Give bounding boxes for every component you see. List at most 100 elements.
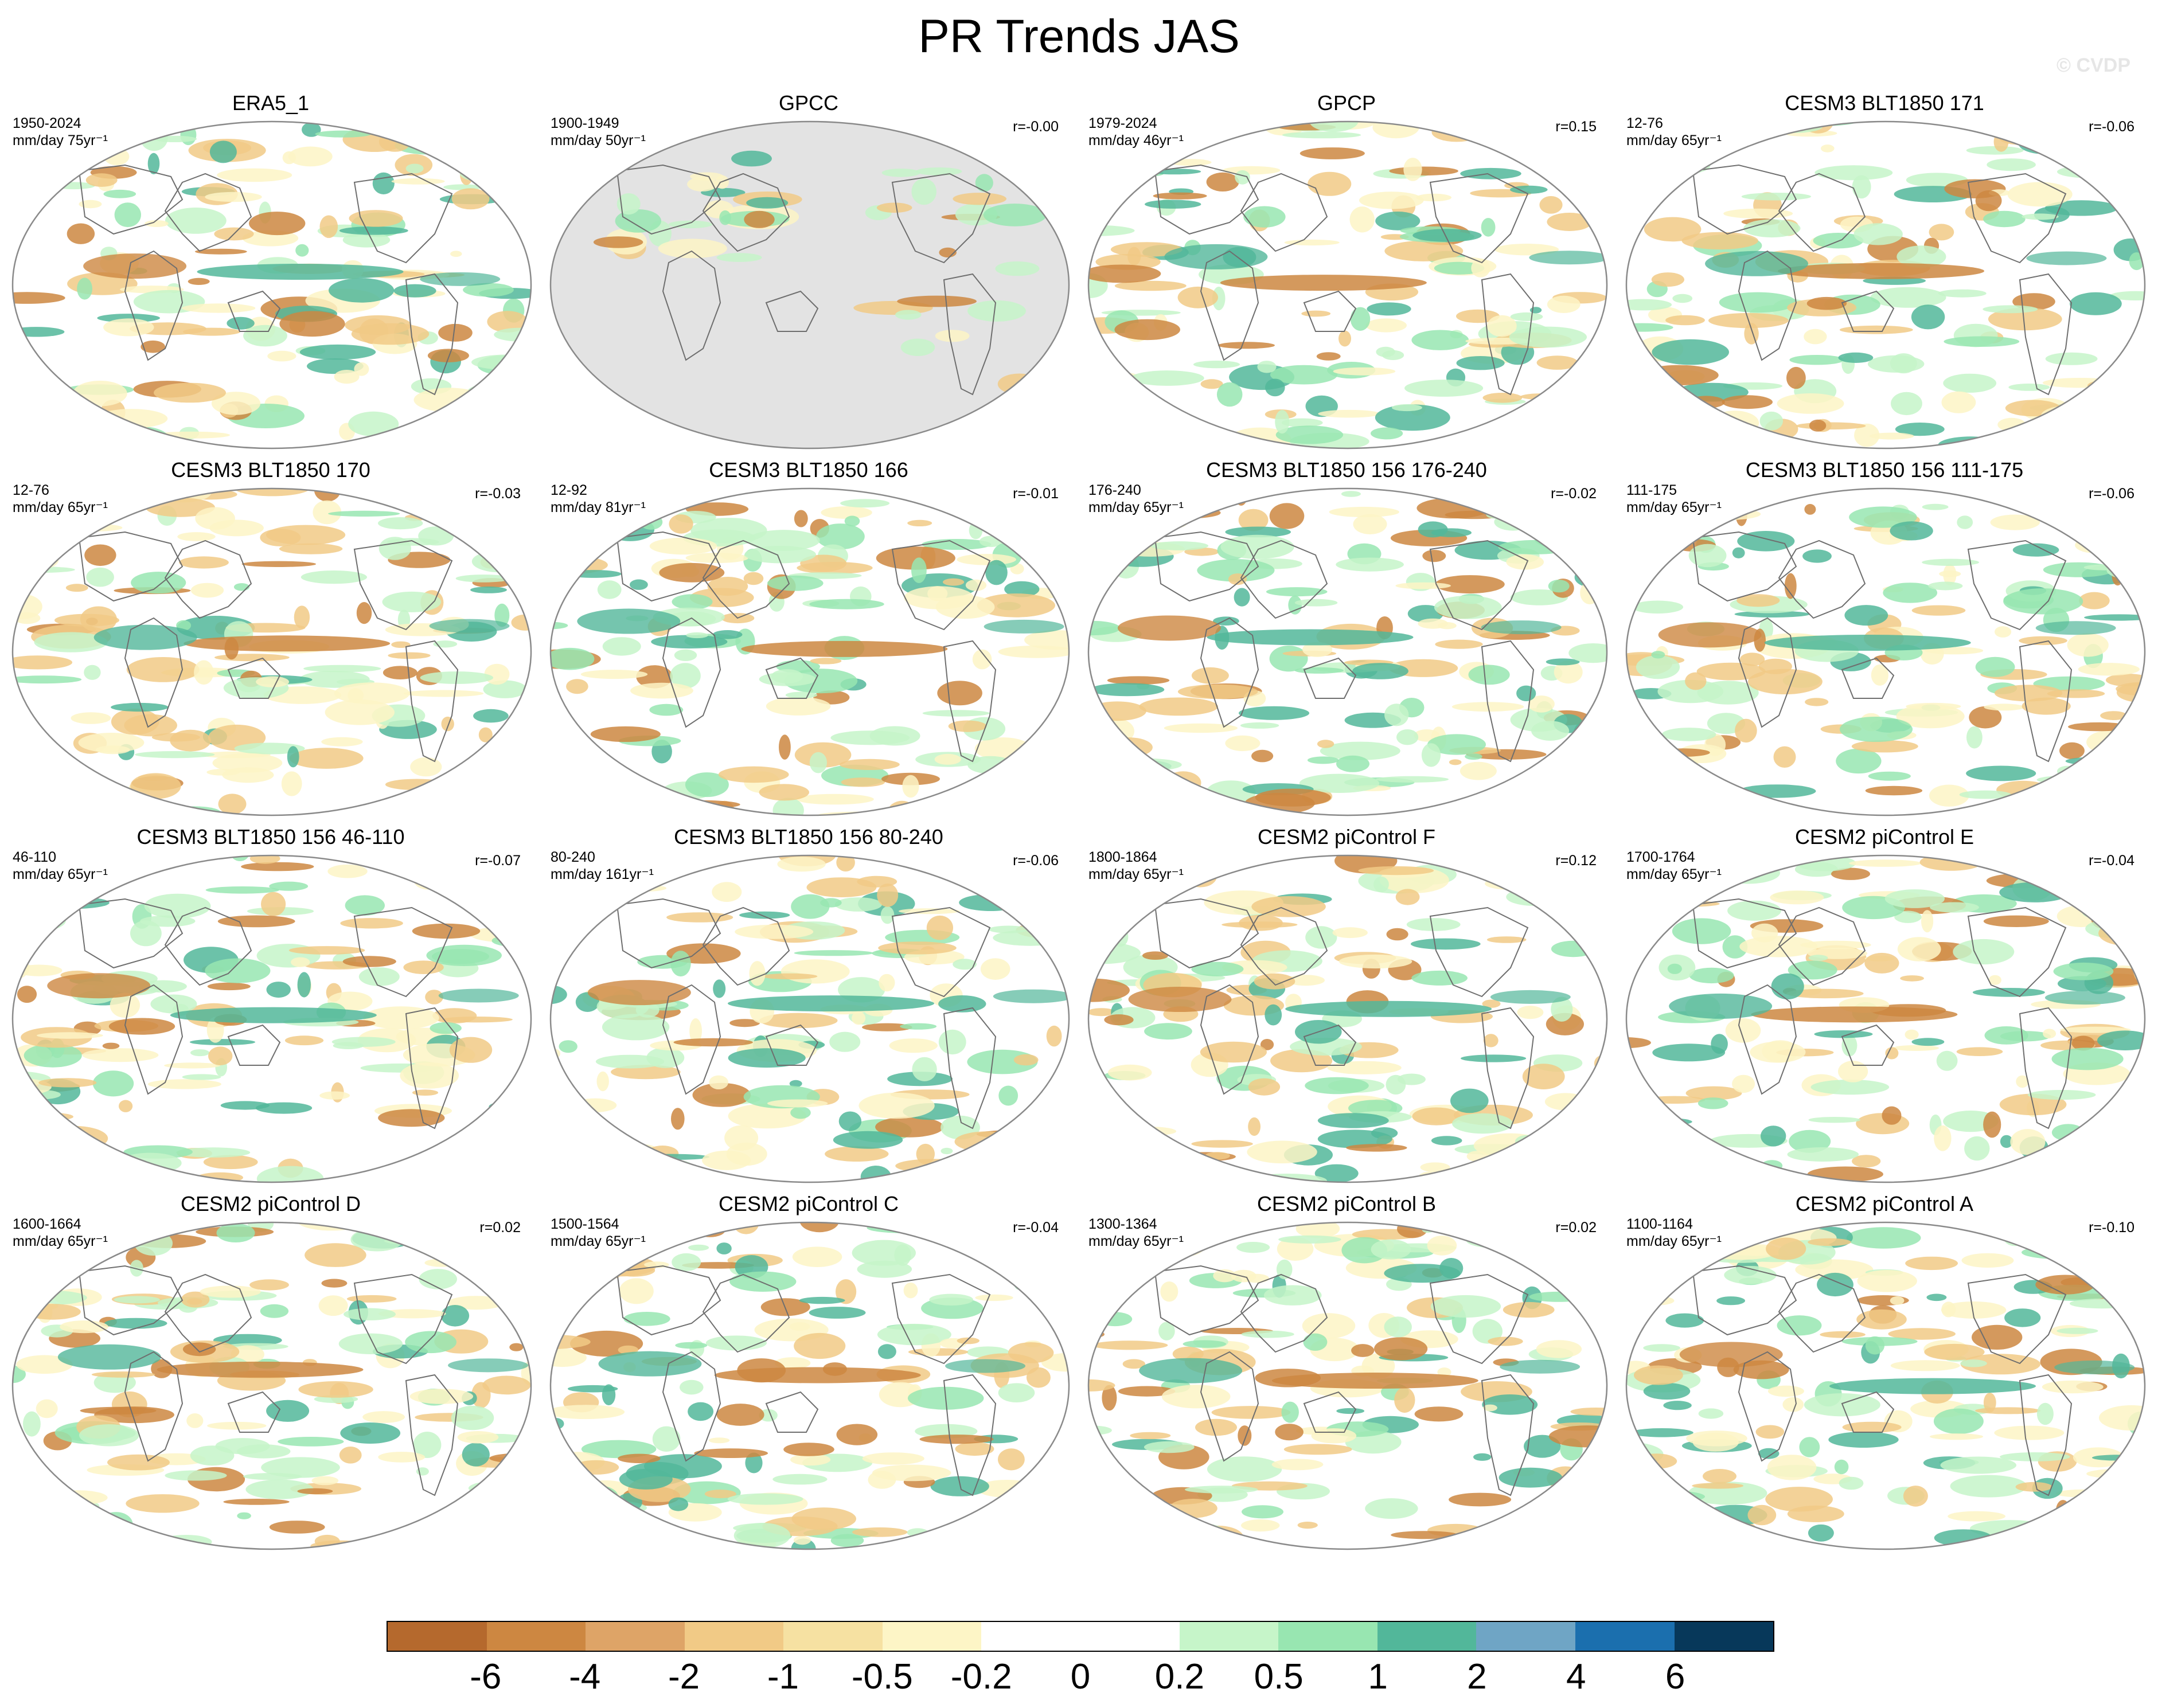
global-map — [1625, 120, 2146, 450]
colorbar-label: 1 — [1368, 1657, 1388, 1697]
colorbar-label: 6 — [1665, 1657, 1685, 1697]
panel-title: CESM3 BLT1850 170 — [171, 458, 370, 482]
map-panel: CESM3 BLT1850 156 80-240 80-240 mm/day 161… — [540, 824, 1077, 1191]
map-panel: CESM3 BLT1850 166 12-92 mm/day 81yr⁻¹ r=-0.… — [540, 458, 1077, 824]
panel-correlation: r=0.12 — [1555, 853, 1597, 869]
global-map — [11, 487, 532, 816]
panel-correlation: r=-0.06 — [2089, 486, 2134, 502]
panel-units: mm/day 65yr⁻¹ — [1088, 866, 1184, 882]
colorbar-label: -1 — [767, 1657, 799, 1697]
panel-units: mm/day 81yr⁻¹ — [551, 499, 646, 515]
global-map — [11, 120, 532, 450]
panel-title: CESM3 BLT1850 156 46-110 — [136, 825, 405, 849]
figure-title: PR Trends JAS — [918, 10, 1240, 62]
panel-title: CESM3 BLT1850 156 111-175 — [1745, 458, 2024, 482]
colorbar-label: 4 — [1566, 1657, 1586, 1697]
panel-years: 1300-1364 — [1088, 1216, 1157, 1232]
panel-title: CESM2 piControl D — [180, 1192, 361, 1215]
map-panel: CESM3 BLT1850 170 12-76 mm/day 65yr⁻¹ r=-0.… — [2, 458, 539, 824]
panel-title: CESM3 BLT1850 171 — [1785, 91, 1984, 115]
global-map — [549, 120, 1070, 450]
panel-units: mm/day 65yr⁻¹ — [551, 1233, 646, 1249]
map-panel: CESM2 piControl C 1500-1564 mm/day 65yr⁻¹ r… — [540, 1191, 1077, 1558]
panel-correlation: r=0.02 — [479, 1220, 521, 1236]
panel-title: CESM3 BLT1850 156 176-240 — [1206, 458, 1487, 482]
panel-years: 1900-1949 — [551, 115, 619, 131]
panel-units: mm/day 161yr⁻¹ — [551, 866, 654, 882]
map-panel: GPCP 1979-2024 mm/day 46yr⁻¹ r=0.15 — [1078, 91, 1615, 458]
panel-units: mm/day 65yr⁻¹ — [1088, 1233, 1184, 1249]
global-map — [549, 1221, 1070, 1550]
colorbar-box — [981, 1622, 1081, 1651]
global-map — [1087, 854, 1608, 1183]
panel-years: 12-76 — [13, 482, 49, 498]
panel-correlation: r=-0.07 — [475, 853, 521, 869]
global-map — [1625, 1221, 2146, 1550]
panel-title: CESM2 piControl B — [1256, 1192, 1437, 1215]
global-map — [11, 854, 532, 1183]
panel-correlation: r=0.15 — [1555, 119, 1597, 135]
panel-title: CESM2 piControl C — [718, 1192, 899, 1215]
colorbar-label: 0 — [1070, 1657, 1091, 1697]
panel-title: CESM2 piControl E — [1794, 825, 1974, 849]
map-panel: CESM2 piControl D 1600-1664 mm/day 65yr⁻¹ r… — [2, 1191, 539, 1558]
map-panel: ERA5_1 1950-2024 mm/day 75yr⁻¹ — [2, 91, 539, 458]
panel-units: mm/day 65yr⁻¹ — [1626, 866, 1722, 882]
global-map — [1087, 487, 1608, 816]
colorbar-box — [1179, 1622, 1279, 1651]
colorbar-box — [1377, 1622, 1477, 1651]
map-panel: CESM3 BLT1850 156 111-175 111-175 mm/day 6… — [1616, 458, 2153, 824]
panel-title: CESM3 BLT1850 156 80-240 — [674, 825, 943, 849]
panel-units: mm/day 46yr⁻¹ — [1088, 132, 1184, 148]
panel-correlation: r=-0.04 — [2089, 853, 2134, 869]
panel-years: 1800-1864 — [1088, 849, 1157, 865]
colorbar-label: -2 — [668, 1657, 700, 1697]
colorbar-box — [684, 1622, 784, 1651]
panel-units: mm/day 65yr⁻¹ — [13, 866, 108, 882]
panel-years: 1500-1564 — [551, 1216, 619, 1232]
panel-years: 12-92 — [551, 482, 587, 498]
panel-years: 1100-1164 — [1626, 1216, 1693, 1232]
colorbar-box — [586, 1622, 685, 1651]
panel-title: CESM2 piControl F — [1257, 825, 1436, 849]
panel-correlation: r=0.02 — [1555, 1220, 1597, 1236]
global-map — [1087, 1221, 1608, 1550]
global-map — [1625, 487, 2146, 816]
panel-years: 46-110 — [13, 849, 56, 865]
panel-correlation: r=-0.06 — [2089, 119, 2134, 135]
colorbar-box — [882, 1622, 982, 1651]
panel-years: 12-76 — [1626, 115, 1663, 131]
panel-correlation: r=-0.03 — [475, 486, 521, 502]
global-map — [1625, 854, 2146, 1183]
panel-title: GPCP — [1317, 91, 1376, 115]
colorbar-box — [1575, 1622, 1675, 1651]
colorbar-box — [1476, 1622, 1575, 1651]
colorbar-box — [1080, 1622, 1180, 1651]
colorbar-label: 0.2 — [1154, 1657, 1204, 1697]
global-map — [549, 854, 1070, 1183]
panel-years: 1600-1664 — [13, 1216, 81, 1232]
panel-title: CESM2 piControl A — [1795, 1192, 1974, 1215]
panel-correlation: r=-0.04 — [1013, 1220, 1059, 1236]
panel-correlation: r=-0.00 — [1013, 119, 1059, 135]
map-panel: CESM2 piControl F 1800-1864 mm/day 65yr⁻¹ r… — [1078, 824, 1615, 1191]
panel-units: mm/day 65yr⁻¹ — [1626, 499, 1722, 515]
colorbar-labels: -6 -4 -2 -1 -0.5 -0.2 0 0.2 0.5 1 2 4 6 — [0, 1657, 2158, 1697]
map-panel: GPCC 1900-1949 mm/day 50yr⁻¹ r=-0.00 — [540, 91, 1077, 458]
panel-years: 1950-2024 — [13, 115, 81, 131]
colorbar-label: -6 — [470, 1657, 502, 1697]
panel-units: mm/day 50yr⁻¹ — [551, 132, 646, 148]
panel-grid: ERA5_1 1950-2024 mm/day 75yr⁻¹ GPCC 1900-194… — [2, 91, 2153, 1558]
colorbar-label: -0.5 — [851, 1657, 913, 1697]
colorbar-box — [1674, 1622, 1774, 1651]
colorbar-box — [783, 1622, 883, 1651]
panel-correlation: r=-0.02 — [1551, 486, 1597, 502]
colorbar-label: 2 — [1467, 1657, 1487, 1697]
map-panel: CESM3 BLT1850 156 46-110 46-110 mm/day 65y… — [2, 824, 539, 1191]
colorbar-label: 0.5 — [1254, 1657, 1304, 1697]
panel-units: mm/day 75yr⁻¹ — [13, 132, 108, 148]
map-panel: CESM2 piControl E 1700-1764 mm/day 65yr⁻¹ r… — [1616, 824, 2153, 1191]
panel-title: GPCC — [778, 91, 838, 115]
panel-units: mm/day 65yr⁻¹ — [13, 499, 108, 515]
global-map — [549, 487, 1070, 816]
